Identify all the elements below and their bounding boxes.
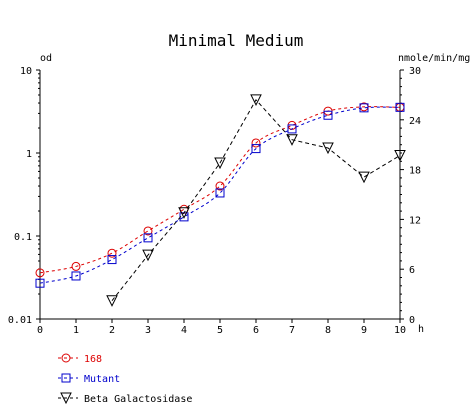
legend-item: Mutant bbox=[58, 373, 120, 385]
x-tick-label: 0 bbox=[37, 325, 43, 336]
data-point bbox=[107, 255, 117, 265]
data-point bbox=[395, 102, 405, 112]
data-point bbox=[286, 134, 298, 146]
data-point bbox=[142, 249, 154, 262]
chart-title: Minimal Medium bbox=[169, 31, 304, 50]
left-tick-label: 0.01 bbox=[8, 315, 32, 326]
x-tick-label: 7 bbox=[289, 325, 295, 336]
data-point bbox=[106, 295, 118, 307]
data-point bbox=[250, 94, 262, 106]
data-point bbox=[394, 149, 406, 162]
data-point bbox=[71, 271, 81, 281]
data-point bbox=[215, 181, 225, 191]
x-tick-label: 9 bbox=[361, 325, 367, 336]
legend-marker bbox=[61, 373, 71, 383]
data-point bbox=[178, 207, 190, 219]
data-point bbox=[35, 268, 45, 278]
legend-marker bbox=[61, 353, 71, 363]
data-point bbox=[35, 278, 45, 288]
x-tick-label: 10 bbox=[394, 325, 406, 336]
series-2 bbox=[106, 94, 406, 307]
legend-item: 168 bbox=[58, 353, 102, 365]
data-point bbox=[214, 157, 226, 170]
right-axis-label: nmole/min/mg bbox=[398, 53, 470, 64]
x-tick-label: 5 bbox=[217, 325, 223, 336]
data-point bbox=[358, 171, 370, 184]
data-point bbox=[143, 233, 153, 243]
data-point bbox=[359, 103, 369, 113]
x-tick-label: 2 bbox=[109, 325, 115, 336]
series-1 bbox=[35, 102, 405, 288]
data-point bbox=[107, 248, 117, 258]
legend-label: 168 bbox=[84, 354, 102, 365]
x-axis-unit: h bbox=[418, 324, 424, 335]
series-line bbox=[111, 99, 401, 302]
legend-label: Beta Galactosidase bbox=[84, 394, 192, 405]
x-tick-label: 3 bbox=[145, 325, 151, 336]
left-tick-label: 10 bbox=[20, 66, 32, 77]
legend-label: Mutant bbox=[84, 374, 120, 385]
x-tick-label: 4 bbox=[181, 325, 187, 336]
right-tick-label: 0 bbox=[409, 315, 415, 326]
data-point bbox=[71, 261, 81, 271]
right-tick-label: 18 bbox=[409, 166, 421, 177]
right-tick-label: 30 bbox=[409, 66, 421, 77]
data-point bbox=[143, 226, 153, 236]
data-point bbox=[251, 138, 261, 148]
legend: 168 Mutant Beta Galactosidase bbox=[58, 353, 192, 405]
legend-marker bbox=[60, 392, 72, 405]
left-tick-label: 0.1 bbox=[14, 232, 32, 243]
left-axis-label: od bbox=[40, 53, 52, 64]
left-tick-label: 1 bbox=[26, 149, 32, 160]
legend-item: Beta Galactosidase bbox=[58, 392, 192, 405]
right-tick-label: 24 bbox=[409, 116, 421, 127]
data-point bbox=[322, 142, 334, 155]
x-tick-label: 1 bbox=[73, 325, 79, 336]
data-point bbox=[215, 188, 225, 198]
series-layer bbox=[35, 94, 406, 307]
x-tick-label: 8 bbox=[325, 325, 331, 336]
right-tick-label: 12 bbox=[409, 215, 421, 226]
data-point bbox=[251, 144, 261, 154]
series-line bbox=[39, 106, 401, 274]
data-point bbox=[287, 124, 297, 134]
right-tick-label: 6 bbox=[409, 265, 415, 276]
data-point bbox=[323, 110, 333, 120]
x-tick-label: 6 bbox=[253, 325, 259, 336]
